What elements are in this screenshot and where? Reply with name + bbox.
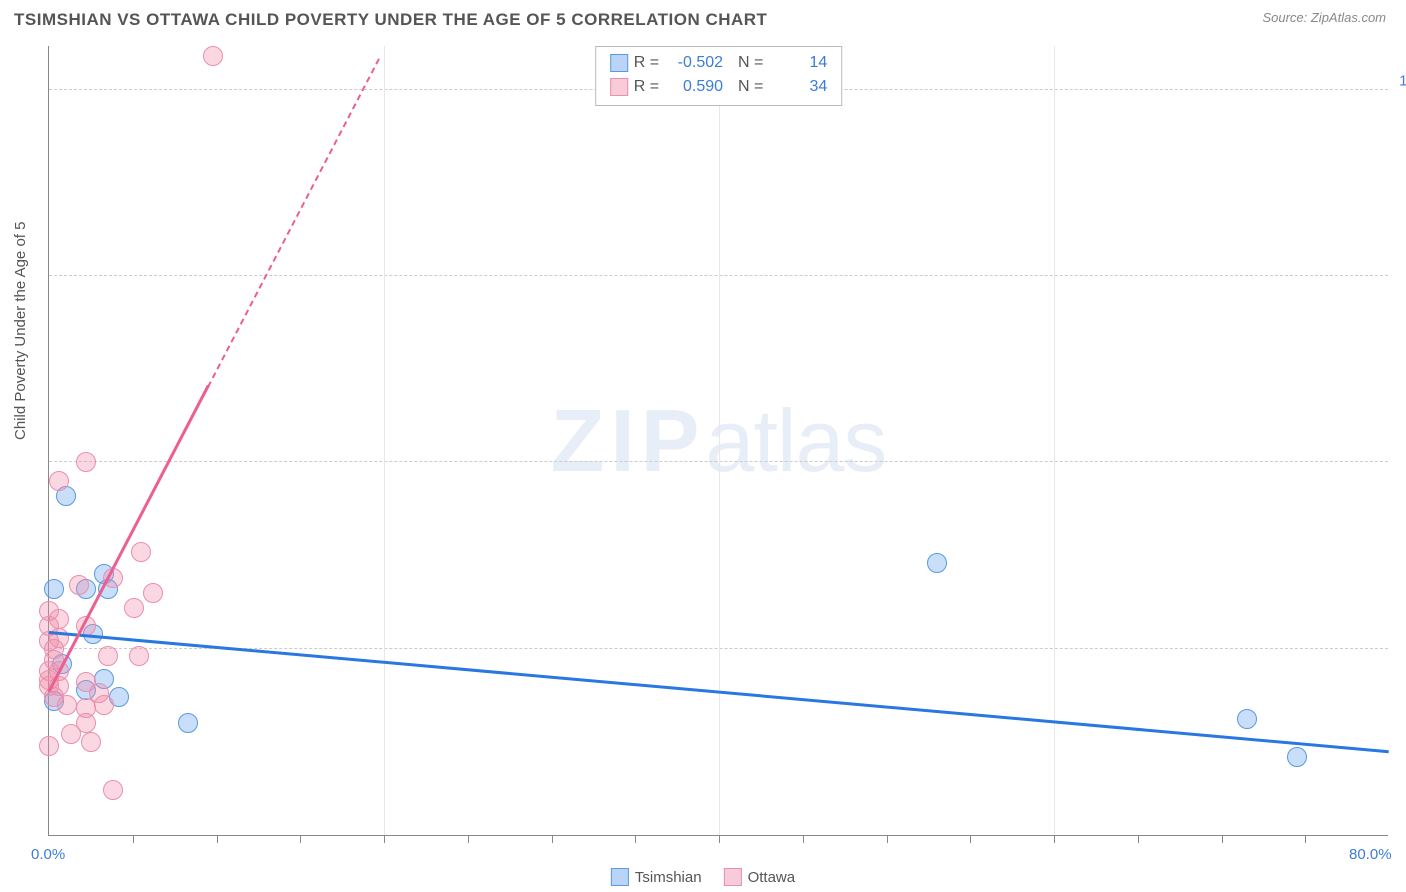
x-tick: [1054, 835, 1055, 843]
x-tick-label: 80.0%: [1349, 846, 1392, 863]
data-point: [927, 553, 947, 573]
swatch-blue-icon: [610, 54, 628, 72]
legend-label-tsimshian: Tsimshian: [635, 869, 702, 886]
legend-item-ottawa: Ottawa: [724, 868, 796, 886]
x-tick: [803, 835, 804, 843]
n-value-tsimshian: 14: [769, 51, 827, 75]
data-point: [1287, 747, 1307, 767]
data-point: [203, 46, 223, 66]
swatch-pink-icon: [610, 78, 628, 96]
data-point: [44, 579, 64, 599]
legend: Tsimshian Ottawa: [611, 868, 795, 886]
gridline-v: [719, 46, 720, 835]
data-point: [131, 542, 151, 562]
gridline-v: [1054, 46, 1055, 835]
watermark-zip: ZIP: [551, 391, 706, 490]
n-label: N =: [729, 51, 763, 75]
x-tick: [217, 835, 218, 843]
x-tick: [635, 835, 636, 843]
data-point: [49, 471, 69, 491]
watermark-atlas: atlas: [706, 391, 887, 490]
x-tick: [719, 835, 720, 843]
r-label: R =: [634, 75, 659, 99]
swatch-pink-icon: [724, 868, 742, 886]
data-point: [61, 724, 81, 744]
x-tick: [970, 835, 971, 843]
x-tick: [552, 835, 553, 843]
n-label: N =: [729, 75, 763, 99]
chart-title: TSIMSHIAN VS OTTAWA CHILD POVERTY UNDER …: [14, 10, 767, 30]
r-value-ottawa: 0.590: [665, 75, 723, 99]
data-point: [124, 598, 144, 618]
y-axis-label: Child Poverty Under the Age of 5: [12, 222, 29, 440]
x-tick: [133, 835, 134, 843]
x-tick: [300, 835, 301, 843]
x-tick-label: 0.0%: [31, 846, 65, 863]
x-tick: [384, 835, 385, 843]
data-point: [39, 736, 59, 756]
legend-label-ottawa: Ottawa: [748, 869, 796, 886]
data-point: [98, 646, 118, 666]
x-tick: [1138, 835, 1139, 843]
data-point: [49, 609, 69, 629]
data-point: [1237, 709, 1257, 729]
stats-box: R = -0.502 N = 14 R = 0.590 N = 34: [595, 46, 843, 106]
chart-plot-area: ZIPatlas R = -0.502 N = 14 R = 0.590 N =…: [48, 46, 1388, 836]
data-point: [69, 575, 89, 595]
x-tick: [887, 835, 888, 843]
y-tick-label: 100.0%: [1399, 72, 1406, 89]
r-value-tsimshian: -0.502: [665, 51, 723, 75]
data-point: [81, 732, 101, 752]
data-point: [143, 583, 163, 603]
data-point: [129, 646, 149, 666]
x-tick: [1305, 835, 1306, 843]
trend-line: [207, 58, 380, 387]
stats-row-tsimshian: R = -0.502 N = 14: [610, 51, 828, 75]
n-value-ottawa: 34: [769, 75, 827, 99]
stats-row-ottawa: R = 0.590 N = 34: [610, 75, 828, 99]
legend-item-tsimshian: Tsimshian: [611, 868, 702, 886]
chart-header: TSIMSHIAN VS OTTAWA CHILD POVERTY UNDER …: [0, 0, 1406, 35]
r-label: R =: [634, 51, 659, 75]
data-point: [76, 452, 96, 472]
data-point: [57, 695, 77, 715]
data-point: [178, 713, 198, 733]
data-point: [94, 695, 114, 715]
source-label: Source: ZipAtlas.com: [1262, 10, 1386, 25]
gridline-v: [384, 46, 385, 835]
trend-line: [48, 386, 210, 693]
x-tick: [1222, 835, 1223, 843]
data-point: [103, 780, 123, 800]
swatch-blue-icon: [611, 868, 629, 886]
x-tick: [468, 835, 469, 843]
